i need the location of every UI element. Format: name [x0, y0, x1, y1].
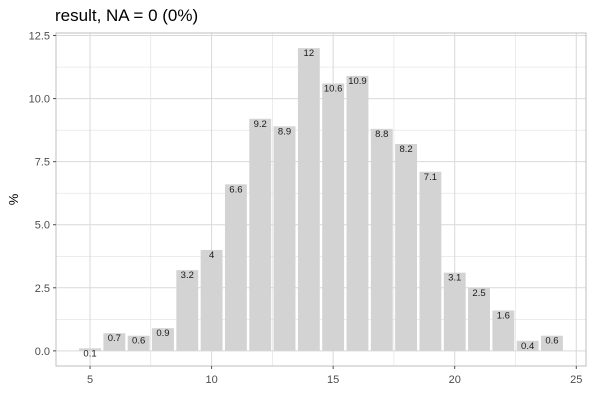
bar [419, 172, 441, 351]
x-tick-label: 25 [570, 374, 582, 386]
data-label: 0.6 [545, 336, 558, 347]
bar [395, 144, 417, 351]
bars [79, 48, 563, 351]
bar [201, 250, 223, 351]
x-tick-label: 15 [327, 374, 339, 386]
bar [274, 126, 296, 351]
bar [298, 48, 320, 351]
data-label: 6.6 [229, 184, 242, 195]
x-tick-label: 10 [205, 374, 217, 386]
bar [444, 273, 466, 351]
bar [371, 129, 393, 351]
data-label: 2.5 [472, 288, 485, 299]
data-label: 0.4 [521, 341, 534, 352]
y-tick-label: 5.0 [35, 220, 50, 232]
data-label: 1.6 [497, 311, 510, 322]
bar [347, 76, 369, 351]
y-tick-label: 0.0 [35, 346, 50, 358]
data-label: 9.2 [254, 119, 267, 130]
data-label: 0.1 [83, 348, 96, 359]
data-label: 0.7 [108, 333, 121, 344]
data-label: 8.8 [375, 129, 388, 140]
y-tick-label: 10.0 [29, 94, 50, 106]
data-label: 3.1 [448, 273, 461, 284]
bar [225, 184, 247, 351]
data-label: 10.9 [348, 76, 367, 87]
data-label: 3.2 [181, 270, 194, 281]
data-label: 8.2 [399, 144, 412, 155]
y-axis-title: % [6, 193, 21, 205]
bar [249, 119, 271, 351]
x-tick-label: 5 [87, 374, 93, 386]
y-tick-label: 12.5 [29, 31, 50, 43]
data-label: 10.6 [324, 83, 343, 94]
y-tick-label: 2.5 [35, 283, 50, 295]
data-label: 8.9 [278, 126, 291, 137]
data-label: 7.1 [424, 172, 437, 183]
bar [322, 83, 344, 350]
data-label: 4 [209, 250, 214, 261]
data-label: 0.6 [132, 336, 145, 347]
data-label: 0.9 [156, 328, 169, 339]
data-label: 12 [304, 48, 315, 59]
x-tick-label: 20 [449, 374, 461, 386]
y-tick-label: 7.5 [35, 157, 50, 169]
bar [176, 270, 198, 351]
